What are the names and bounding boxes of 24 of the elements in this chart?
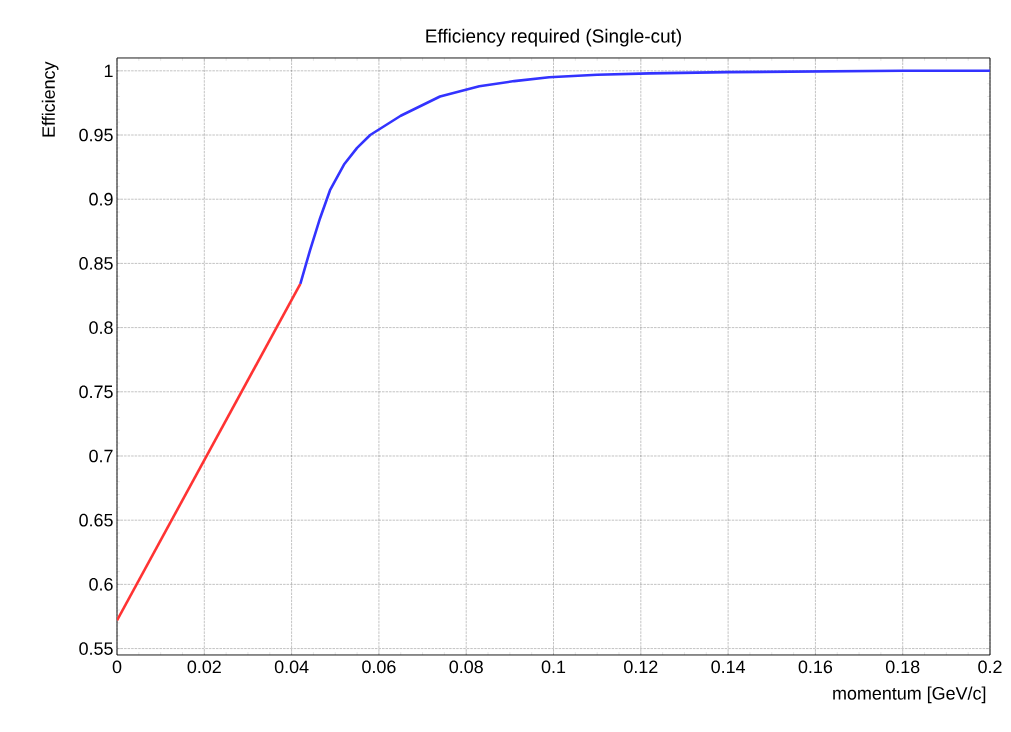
x-tick-label: 0.2 xyxy=(978,660,1002,674)
x-tick-label: 0.04 xyxy=(274,660,309,674)
x-tick-label: 0.16 xyxy=(798,660,833,674)
x-tick-label: 0.1 xyxy=(541,660,566,674)
y-tick-label: 0.95 xyxy=(79,128,113,142)
y-tick-label: 0.55 xyxy=(79,642,113,655)
x-tick-label: 0.14 xyxy=(711,660,746,674)
y-tick-label: 0.7 xyxy=(89,449,113,463)
y-tick-label: 0.6 xyxy=(89,578,113,591)
y-tick-label: 0.85 xyxy=(79,257,113,270)
y-tick-label: 1 xyxy=(104,64,113,77)
x-tick-label: 0.12 xyxy=(624,660,658,674)
y-tick-label: 0.65 xyxy=(79,513,113,527)
x-tick-label: 0 xyxy=(112,660,122,674)
y-axis-title: Efficiency xyxy=(41,61,59,137)
y-tick-label: 0.8 xyxy=(89,321,113,334)
y-tick-label: 0.9 xyxy=(89,192,113,206)
x-tick-label: 0.06 xyxy=(362,660,396,674)
x-tick-label: 0.08 xyxy=(449,660,483,674)
x-tick-label: 0.18 xyxy=(885,660,920,674)
x-tick-label: 0.02 xyxy=(187,660,221,674)
x-axis-title: momentum [GeV/c] xyxy=(833,686,986,704)
chart-title: Efficiency required (Single-cut) xyxy=(426,28,681,47)
y-tick-label: 0.75 xyxy=(79,385,113,399)
